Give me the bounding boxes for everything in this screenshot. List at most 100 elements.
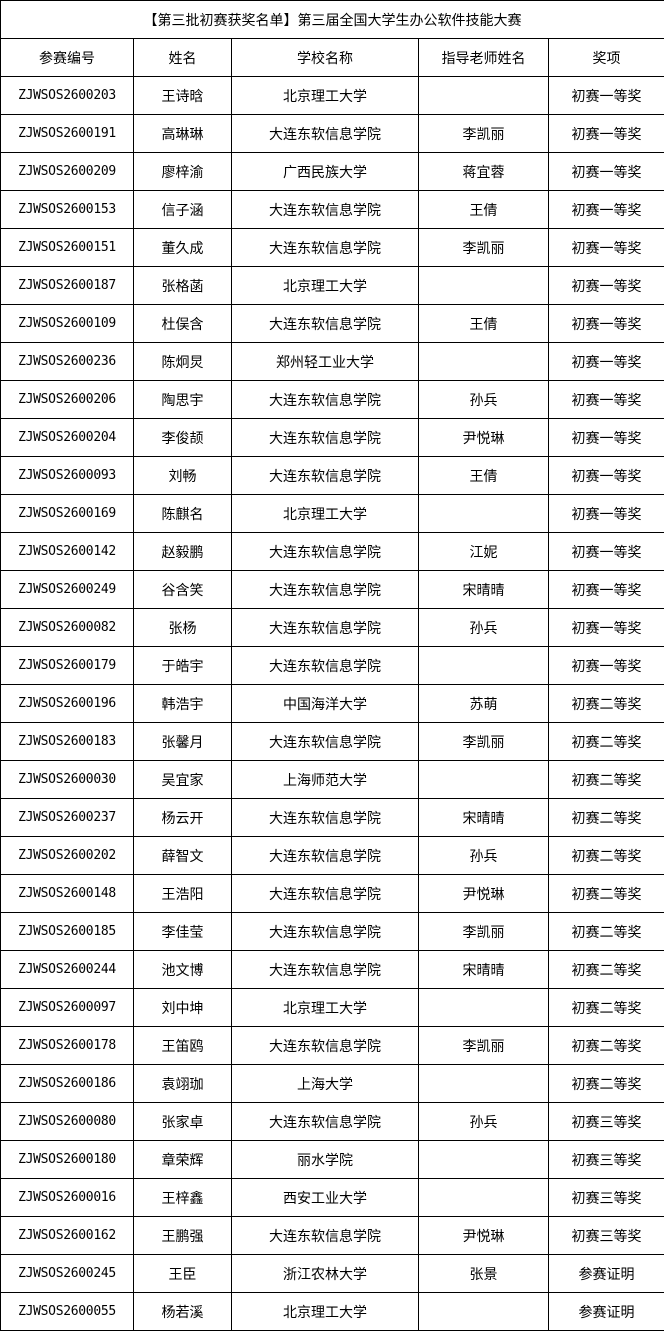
table-row: ZJWSOS2600097 刘中坤 北京理工大学 初赛二等奖 [0,988,664,1027]
table-row: ZJWSOS2600204 李俊颉 大连东软信息学院 尹悦琳 初赛一等奖 [0,418,664,457]
cell-award: 初赛二等奖 [547,1026,664,1065]
cell-id: ZJWSOS2600236 [0,342,134,381]
cell-advisor [418,1064,549,1103]
cell-name: 池文博 [133,950,232,989]
cell-school: 大连东软信息学院 [231,950,419,989]
cell-school: 大连东软信息学院 [231,418,419,457]
cell-school: 大连东软信息学院 [231,190,419,229]
cell-name: 李俊颉 [133,418,232,457]
cell-name: 张杨 [133,608,232,647]
cell-name: 高琳琳 [133,114,232,153]
table-row: ZJWSOS2600209 廖梓渝 广西民族大学 蒋宜蓉 初赛一等奖 [0,152,664,191]
cell-award: 初赛二等奖 [547,912,664,951]
table-row: ZJWSOS2600202 薛智文 大连东软信息学院 孙兵 初赛二等奖 [0,836,664,875]
cell-name: 李佳莹 [133,912,232,951]
cell-id: ZJWSOS2600055 [0,1292,134,1331]
cell-name: 董久成 [133,228,232,267]
cell-name: 刘中坤 [133,988,232,1027]
cell-name: 陈炯炅 [133,342,232,381]
table-row: ZJWSOS2600142 赵毅鹏 大连东软信息学院 江妮 初赛一等奖 [0,532,664,571]
cell-award: 初赛一等奖 [547,570,664,609]
cell-id: ZJWSOS2600202 [0,836,134,875]
cell-school: 大连东软信息学院 [231,722,419,761]
cell-advisor: 王倩 [418,304,549,343]
cell-award: 初赛三等奖 [547,1140,664,1179]
cell-name: 王梓鑫 [133,1178,232,1217]
table-row: ZJWSOS2600109 杜俣含 大连东软信息学院 王倩 初赛一等奖 [0,304,664,343]
table-row: ZJWSOS2600080 张家卓 大连东软信息学院 孙兵 初赛三等奖 [0,1102,664,1141]
cell-advisor: 张景 [418,1254,549,1293]
cell-school: 大连东软信息学院 [231,532,419,571]
table-row: ZJWSOS2600237 杨云开 大连东软信息学院 宋晴晴 初赛二等奖 [0,798,664,837]
cell-school: 西安工业大学 [231,1178,419,1217]
header-advisor: 指导老师姓名 [418,38,549,77]
cell-advisor: 孙兵 [418,836,549,875]
cell-name: 信子涵 [133,190,232,229]
cell-id: ZJWSOS2600196 [0,684,134,723]
cell-id: ZJWSOS2600153 [0,190,134,229]
cell-name: 张馨月 [133,722,232,761]
cell-school: 上海大学 [231,1064,419,1103]
cell-school: 丽水学院 [231,1140,419,1179]
cell-award: 初赛一等奖 [547,646,664,685]
cell-award: 初赛三等奖 [547,1216,664,1255]
cell-id: ZJWSOS2600169 [0,494,134,533]
cell-advisor [418,342,549,381]
table-row: ZJWSOS2600203 王诗晗 北京理工大学 初赛一等奖 [0,76,664,115]
cell-advisor: 江妮 [418,532,549,571]
table-row: ZJWSOS2600016 王梓鑫 西安工业大学 初赛三等奖 [0,1178,664,1217]
cell-name: 薛智文 [133,836,232,875]
cell-id: ZJWSOS2600183 [0,722,134,761]
cell-award: 初赛二等奖 [547,874,664,913]
cell-advisor [418,760,549,799]
cell-id: ZJWSOS2600204 [0,418,134,457]
cell-id: ZJWSOS2600237 [0,798,134,837]
cell-award: 初赛二等奖 [547,684,664,723]
cell-id: ZJWSOS2600097 [0,988,134,1027]
cell-name: 杨云开 [133,798,232,837]
cell-name: 廖梓渝 [133,152,232,191]
table-row: ZJWSOS2600185 李佳莹 大连东软信息学院 李凯丽 初赛二等奖 [0,912,664,951]
cell-id: ZJWSOS2600187 [0,266,134,305]
cell-name: 刘畅 [133,456,232,495]
cell-award: 初赛一等奖 [547,304,664,343]
cell-id: ZJWSOS2600209 [0,152,134,191]
cell-school: 大连东软信息学院 [231,1026,419,1065]
cell-name: 吴宜家 [133,760,232,799]
cell-award: 初赛二等奖 [547,760,664,799]
table-row: ZJWSOS2600151 董久成 大连东软信息学院 李凯丽 初赛一等奖 [0,228,664,267]
cell-award: 初赛二等奖 [547,836,664,875]
cell-school: 大连东软信息学院 [231,836,419,875]
cell-advisor: 宋晴晴 [418,570,549,609]
cell-name: 章荣辉 [133,1140,232,1179]
cell-award: 参赛证明 [547,1254,664,1293]
table-row: ZJWSOS2600148 王浩阳 大连东软信息学院 尹悦琳 初赛二等奖 [0,874,664,913]
header-award: 奖项 [547,38,664,77]
table-row: ZJWSOS2600055 杨若溪 北京理工大学 参赛证明 [0,1292,664,1331]
cell-school: 北京理工大学 [231,988,419,1027]
cell-id: ZJWSOS2600151 [0,228,134,267]
cell-name: 王鹏强 [133,1216,232,1255]
cell-school: 大连东软信息学院 [231,646,419,685]
cell-school: 大连东软信息学院 [231,228,419,267]
cell-award: 初赛二等奖 [547,722,664,761]
cell-advisor [418,988,549,1027]
cell-school: 大连东软信息学院 [231,1216,419,1255]
cell-advisor: 尹悦琳 [418,874,549,913]
table-row: ZJWSOS2600249 谷含笑 大连东软信息学院 宋晴晴 初赛一等奖 [0,570,664,609]
cell-school: 大连东软信息学院 [231,608,419,647]
header-name: 姓名 [133,38,232,77]
cell-id: ZJWSOS2600142 [0,532,134,571]
cell-name: 王浩阳 [133,874,232,913]
cell-school: 大连东软信息学院 [231,798,419,837]
cell-award: 初赛三等奖 [547,1102,664,1141]
cell-advisor: 苏萌 [418,684,549,723]
cell-award: 初赛一等奖 [547,342,664,381]
cell-award: 初赛一等奖 [547,76,664,115]
cell-award: 初赛二等奖 [547,1064,664,1103]
cell-id: ZJWSOS2600179 [0,646,134,685]
cell-award: 初赛二等奖 [547,950,664,989]
cell-advisor [418,646,549,685]
cell-advisor: 宋晴晴 [418,798,549,837]
cell-award: 初赛一等奖 [547,266,664,305]
